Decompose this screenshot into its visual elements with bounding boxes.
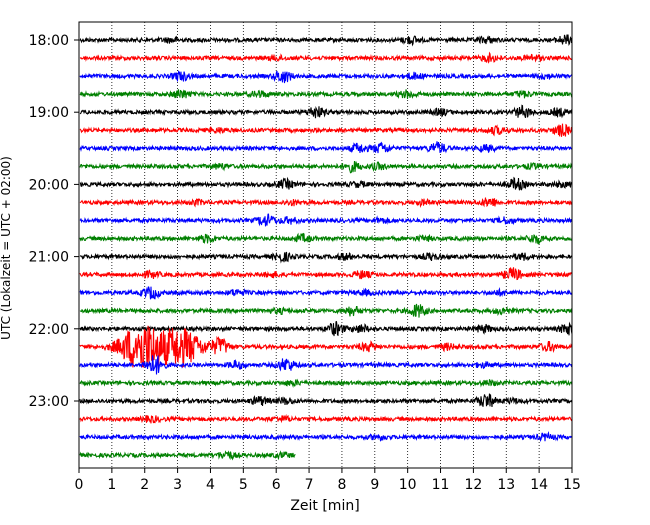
trace-line — [79, 450, 296, 461]
y-tick-label: 20:00 — [29, 177, 69, 193]
x-tick-label: 10 — [399, 477, 417, 493]
x-tick-label: 1 — [107, 477, 116, 493]
trace-line — [79, 303, 573, 318]
trace-line — [79, 430, 573, 442]
trace-line — [79, 232, 573, 245]
trace-line — [79, 355, 573, 375]
x-tick-label: 5 — [239, 477, 248, 493]
x-tick-label: 0 — [75, 477, 84, 493]
x-axis-ticks: 0 1 2 3 4 5 6 7 8 9 10 11 12 13 14 15 — [75, 468, 581, 493]
trace-line — [79, 34, 573, 47]
x-tick-label: 14 — [530, 477, 548, 493]
trace-line — [79, 141, 573, 154]
y-tick-label: 18:00 — [29, 33, 69, 49]
x-tick-label: 2 — [140, 477, 149, 493]
plot-frame — [78, 21, 573, 469]
trace-line — [79, 251, 573, 264]
y-axis-ticks: 18:00 19:00 20:00 21:00 22:00 23:00 — [29, 33, 79, 410]
trace-line — [79, 51, 573, 64]
seismic-traces — [79, 34, 573, 461]
trace-line — [79, 321, 573, 337]
x-axis-label: Zeit [min] — [290, 498, 359, 514]
trace-line — [79, 123, 573, 137]
trace-line — [79, 213, 573, 227]
trace-line — [79, 413, 573, 424]
x-tick-label: 7 — [305, 477, 314, 493]
grid-lines — [111, 22, 540, 468]
y-tick-label: 19:00 — [29, 105, 69, 121]
trace-line — [79, 325, 573, 369]
trace-line — [79, 378, 573, 389]
x-tick-label: 3 — [173, 477, 182, 493]
trace-line — [79, 267, 573, 281]
x-tick-label: 9 — [370, 477, 379, 493]
trace-line — [79, 89, 573, 100]
trace-line — [79, 69, 573, 84]
trace-line — [79, 160, 573, 174]
y-axis-label: UTC (Lokalzeit = UTC + 02:00) — [0, 156, 13, 340]
x-tick-label: 6 — [272, 477, 281, 493]
x-tick-label: 12 — [464, 477, 482, 493]
x-tick-label: 13 — [497, 477, 515, 493]
x-tick-label: 8 — [337, 477, 346, 493]
trace-line — [79, 393, 573, 408]
trace-line — [79, 176, 573, 191]
x-tick-label: 15 — [563, 477, 581, 493]
trace-line — [79, 197, 573, 208]
x-tick-label: 11 — [432, 477, 450, 493]
y-tick-label: 21:00 — [29, 250, 69, 266]
y-tick-label: 22:00 — [29, 322, 69, 338]
trace-line — [79, 286, 573, 300]
trace-line — [79, 104, 573, 119]
y-tick-label: 23:00 — [29, 394, 69, 410]
x-tick-label: 4 — [206, 477, 215, 493]
